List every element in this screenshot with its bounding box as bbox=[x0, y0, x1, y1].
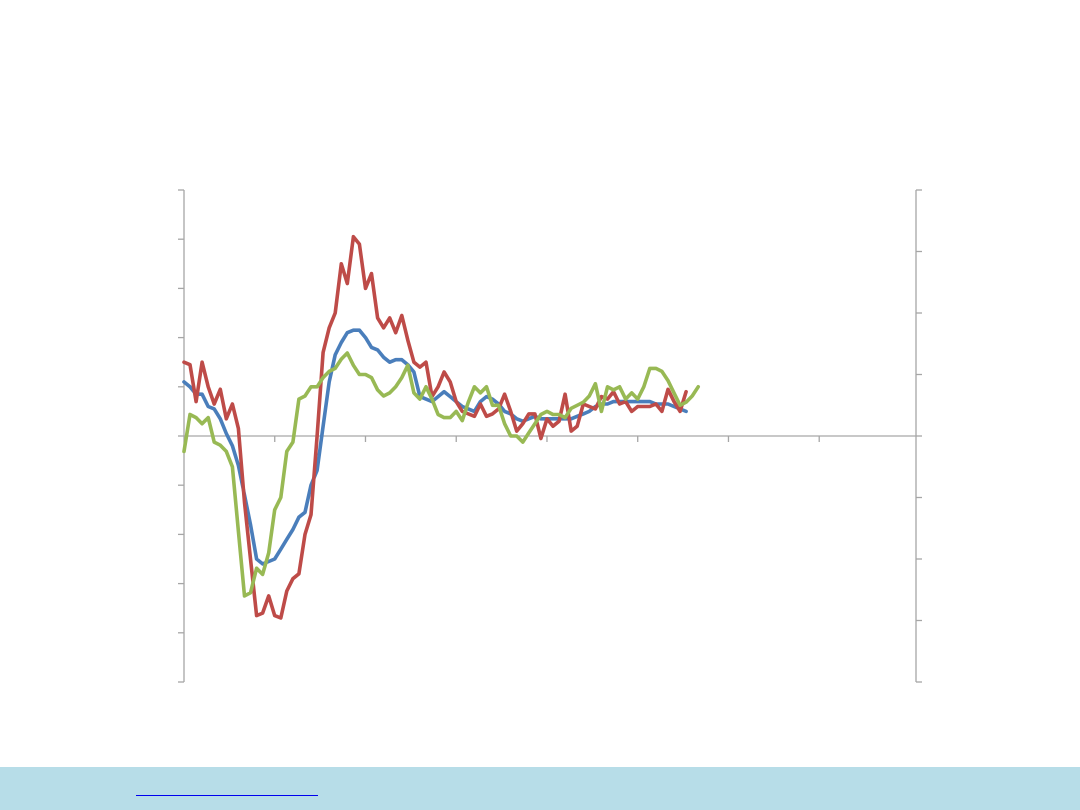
footer-link[interactable] bbox=[136, 795, 318, 796]
footer-band bbox=[0, 767, 1080, 810]
chart-axes bbox=[178, 189, 922, 683]
chart-series bbox=[182, 234, 701, 620]
series-line-2 bbox=[182, 234, 688, 620]
series-line-3 bbox=[182, 351, 701, 598]
series-line-1 bbox=[182, 328, 688, 566]
